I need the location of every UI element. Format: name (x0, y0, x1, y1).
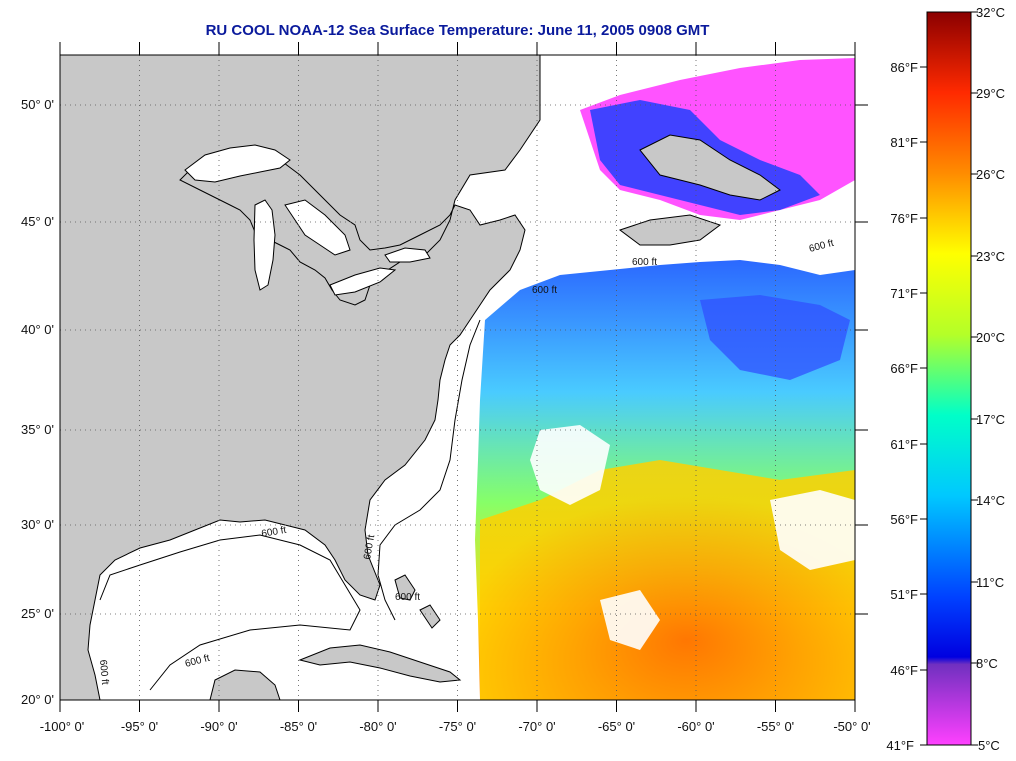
colorbar-fahrenheit-ticks (920, 66, 927, 746)
sst-warm-region (480, 460, 855, 700)
longitude-labels: -100° 0' -95° 0' -90° 0' -85° 0' -80° 0'… (40, 719, 871, 734)
colorbar-celsius-labels: 32°C 29°C 26°C 23°C 20°C 17°C 14°C 11°C … (976, 5, 1005, 753)
land-nova-scotia (618, 214, 722, 246)
lon-tick-label: -55° 0' (757, 719, 794, 734)
lon-tick-label: -60° 0' (677, 719, 714, 734)
celsius-label: 17°C (976, 412, 1005, 427)
lake-erie (329, 267, 397, 296)
celsius-label: 14°C (976, 493, 1005, 508)
lake-huron (284, 199, 351, 256)
contour-label: 600 ft (395, 592, 420, 603)
contour-label: 600 ft (632, 257, 657, 268)
land-north-america (60, 55, 541, 700)
celsius-label: 23°C (976, 249, 1005, 264)
fahrenheit-label: 76°F (890, 211, 918, 226)
lon-tick-label: -65° 0' (598, 719, 635, 734)
fahrenheit-label: 41°F (886, 738, 914, 753)
celsius-label: 11°C (976, 575, 1004, 590)
fahrenheit-label: 46°F (890, 663, 918, 678)
contour-label: 600 ft (532, 285, 557, 296)
colorbar-celsius-ticks (971, 11, 978, 746)
celsius-label: 26°C (976, 167, 1005, 182)
contour-labels: 600 ft 600 ft 600 ft 600 ft 600 ft 600 f… (97, 238, 835, 686)
lon-tick-label: -70° 0' (518, 719, 555, 734)
land-bahamas (394, 574, 441, 629)
contour-label: 600 ft (97, 659, 110, 685)
lat-tick-label: 35° 0' (21, 422, 54, 437)
land-yucatan (209, 669, 281, 700)
cloud-gap-3 (600, 590, 660, 650)
lake-superior (184, 144, 291, 183)
lon-tick-label: -95° 0' (121, 719, 158, 734)
lat-tick-label: 45° 0' (21, 214, 54, 229)
lat-tick-label: 40° 0' (21, 322, 54, 337)
map-title: RU COOL NOAA-12 Sea Surface Temperature:… (205, 22, 710, 39)
contour-label: 600 ft (362, 534, 377, 561)
map-plot-area (60, 55, 855, 700)
celsius-label: 20°C (976, 330, 1005, 345)
sst-blue-patch (700, 295, 850, 380)
lon-tick-label: -100° 0' (40, 719, 85, 734)
fahrenheit-label: 56°F (890, 512, 918, 527)
lat-tick-label: 20° 0' (21, 692, 54, 707)
celsius-label: 5°C (978, 738, 1000, 753)
contour-label: 600 ft (261, 525, 288, 540)
fahrenheit-label: 66°F (890, 361, 918, 376)
fahrenheit-label: 71°F (890, 286, 918, 301)
lon-tick-label: -90° 0' (200, 719, 237, 734)
lake-michigan (253, 199, 276, 291)
cloud-gap-1 (530, 425, 610, 505)
lon-tick-label: -50° 0' (833, 719, 870, 734)
lat-tick-label: 25° 0' (21, 606, 54, 621)
latitude-labels: 20° 0' 25° 0' 30° 0' 35° 0' 40° 0' 45° 0… (21, 97, 54, 707)
lon-tick-label: -85° 0' (280, 719, 317, 734)
lat-tick-label: 50° 0' (21, 97, 54, 112)
axis-ticks (59, 42, 868, 712)
celsius-label: 32°C (976, 5, 1005, 20)
land-atlantic-canada (639, 134, 781, 201)
lat-tick-label: 30° 0' (21, 517, 54, 532)
fahrenheit-label: 61°F (890, 437, 918, 452)
fahrenheit-label: 51°F (890, 587, 918, 602)
celsius-label: 29°C (976, 86, 1005, 101)
celsius-label: 8°C (976, 656, 998, 671)
lake-ontario (384, 247, 431, 263)
bathymetry-contour-600ft (377, 319, 481, 621)
fahrenheit-label: 86°F (890, 60, 918, 75)
colorbar-fahrenheit-labels: 86°F 81°F 76°F 71°F 66°F 61°F 56°F 51°F … (886, 60, 918, 753)
color-scale-bar (926, 11, 972, 746)
cloud-gap-2 (770, 490, 855, 570)
lon-tick-label: -75° 0' (439, 719, 476, 734)
fahrenheit-label: 81°F (890, 135, 918, 150)
land-cuba (298, 644, 462, 683)
lon-tick-label: -80° 0' (359, 719, 396, 734)
bathymetry-contour-gulf (99, 534, 361, 691)
